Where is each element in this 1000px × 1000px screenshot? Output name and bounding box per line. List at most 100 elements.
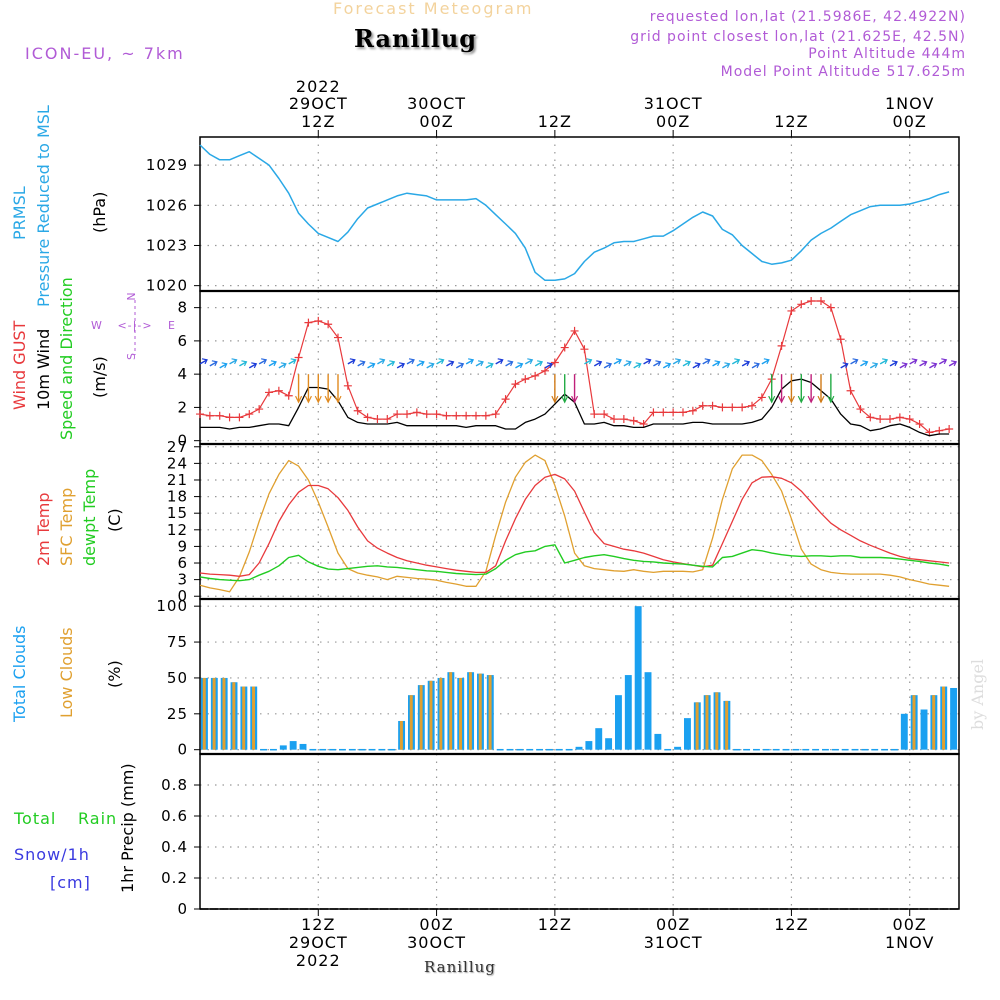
- wind-direction-arrow: [662, 363, 671, 369]
- wind-direction-arrowhead: [418, 360, 425, 367]
- time-label-top: 00Z: [656, 112, 690, 131]
- wind-gust-point: [442, 411, 451, 420]
- temp-tick-label: 12: [167, 521, 188, 539]
- wind-direction-arrow: [268, 361, 277, 367]
- wind-direction-arrow: [229, 359, 237, 365]
- time-label-bottom: 29OCT: [289, 933, 348, 952]
- wind-direction-arrowhead: [231, 358, 238, 365]
- time-label-bottom: 12Z: [774, 915, 808, 934]
- wind-gust-point: [876, 415, 885, 424]
- wind-direction-arrowhead: [872, 362, 879, 369]
- wind-direction-arrow: [258, 359, 267, 365]
- wind-direction-arrowhead: [901, 362, 908, 369]
- wind-direction-arrow: [357, 361, 366, 367]
- wind-direction-arrowhead: [753, 362, 760, 369]
- wind-direction-arrowhead: [304, 395, 312, 404]
- requested-coords: requested lon,lat (21.5986E, 42.4922N): [649, 9, 966, 25]
- wind-gust-point: [324, 320, 333, 329]
- wind-direction-arrow: [446, 361, 454, 367]
- low-clouds-bar: [202, 677, 206, 750]
- wind-direction-arrowhead: [537, 360, 544, 367]
- wind-direction-arrowhead: [507, 360, 514, 367]
- wind-direction-arrow: [219, 363, 228, 369]
- wind-gust-point: [521, 375, 530, 384]
- time-label-bottom: 30OCT: [407, 933, 466, 952]
- wind-direction-arrowhead: [882, 358, 889, 365]
- wind-direction-arrowhead: [951, 360, 958, 367]
- time-label-top: 12Z: [538, 112, 572, 131]
- pressure-tick-label: 1020: [146, 277, 188, 295]
- low-clouds-bar: [232, 682, 236, 750]
- wind-direction-arrow: [879, 359, 888, 365]
- wind-direction-arrowhead: [211, 360, 218, 367]
- wind-direction-arrow: [741, 361, 750, 367]
- wind-gust-point: [314, 316, 323, 325]
- wind-frame: [199, 290, 960, 445]
- wind-direction-arrowhead: [324, 395, 332, 404]
- wind-direction-arrowhead: [615, 358, 622, 365]
- wind-direction-arrowhead: [763, 358, 770, 365]
- wind-gust-point: [412, 408, 421, 417]
- wind-direction-arrowhead: [497, 358, 504, 365]
- wind-direction-arrow: [603, 363, 612, 369]
- wind-gust-point: [580, 345, 589, 354]
- clouds-tick-label: 0: [177, 741, 188, 759]
- low-clouds-bar: [399, 720, 403, 750]
- wind-gust-point: [363, 413, 372, 422]
- wind-direction-arrowhead: [477, 360, 484, 367]
- wind-gust-point: [245, 410, 254, 419]
- time-label-bottom: 31OCT: [644, 933, 703, 952]
- time-label-bottom: 12Z: [301, 915, 335, 934]
- wind-direction-arrowhead: [817, 395, 825, 404]
- wind-gust-point: [501, 395, 510, 404]
- wind-gust-point: [856, 405, 865, 414]
- wind-gust-point: [294, 353, 303, 362]
- wind-gust-point: [590, 410, 599, 419]
- footer-location: Ranillug: [424, 958, 496, 976]
- wind-direction-arrowhead: [744, 360, 751, 367]
- wind-direction-arrowhead: [408, 358, 415, 365]
- wind-gust-point: [895, 413, 904, 422]
- wind-direction-arrow: [702, 359, 711, 365]
- wind-gust-point: [393, 410, 402, 419]
- clouds-tick-label: 75: [167, 633, 188, 651]
- wind-direction-arrow: [239, 361, 247, 367]
- precip-cm-label: [cm]: [50, 873, 91, 892]
- wind-direction-arrow: [426, 363, 435, 369]
- wind-gust-point: [373, 415, 382, 424]
- clouds-tick-label: 50: [167, 669, 188, 687]
- wind-direction-arrow: [722, 363, 730, 369]
- temp-frame: [199, 443, 960, 600]
- wind-direction-arrowhead: [665, 362, 672, 369]
- wind-tick-label: 8: [177, 299, 188, 317]
- wind-direction-arrow: [860, 361, 868, 367]
- wind-direction-arrow: [682, 361, 691, 367]
- wind-direction-arrowhead: [852, 358, 859, 365]
- total-clouds-bar: [634, 606, 642, 750]
- wind-gust-point: [777, 341, 786, 350]
- wind-gust-point: [610, 415, 618, 424]
- wind-direction-arrow: [712, 361, 720, 367]
- clouds-tick-label: 25: [167, 705, 188, 723]
- total-clouds-bar: [624, 675, 632, 750]
- precip-tick-label: 0.4: [161, 838, 188, 856]
- temp-tick-label: 15: [167, 504, 188, 522]
- time-label-top: 12Z: [301, 112, 335, 131]
- wind-direction-arrow: [406, 359, 415, 365]
- wind-direction-arrow: [288, 359, 297, 365]
- low-clouds-bar: [478, 673, 482, 750]
- wind-direction-arrowhead: [827, 395, 835, 404]
- wind-gust-point: [215, 411, 224, 420]
- dewpt-temp-line: [199, 544, 950, 582]
- total-clouds-bar: [644, 672, 652, 750]
- wind-direction-arrowhead: [635, 362, 642, 369]
- wind-direction-arrow: [899, 363, 908, 369]
- wind-direction-arrow: [544, 363, 553, 369]
- time-label-top: 12Z: [774, 112, 808, 131]
- wind-direction-arrowhead: [571, 395, 579, 404]
- wind-gust-point: [649, 408, 658, 417]
- precip-total-label: Total: [14, 809, 57, 828]
- wind-direction-arrow: [731, 359, 740, 365]
- wind-direction-arrowhead: [438, 358, 445, 365]
- time-label-top: 29OCT: [289, 94, 348, 113]
